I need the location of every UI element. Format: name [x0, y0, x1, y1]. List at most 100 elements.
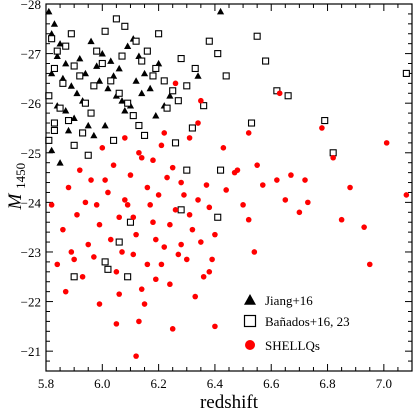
banados-point	[284, 92, 292, 100]
banados-point	[84, 151, 92, 159]
jiang16-point	[76, 54, 84, 62]
banados-point	[101, 258, 109, 266]
jiang16-point	[50, 20, 59, 27]
shellqs-point	[169, 164, 176, 171]
jiang16-point	[98, 49, 106, 57]
jiang16-point	[45, 7, 53, 15]
legend-marker-triangle	[244, 294, 256, 305]
jiang16-point	[115, 64, 123, 72]
jiang16-point	[67, 82, 75, 89]
banados-point	[135, 121, 143, 130]
banados-point	[124, 273, 132, 281]
banados-point	[200, 102, 208, 110]
banados-point	[183, 82, 191, 90]
shellqs-point	[209, 256, 215, 263]
banados-point	[152, 64, 160, 73]
jiang16-point	[48, 69, 56, 77]
shellqs-point	[366, 261, 373, 268]
shellqs-point	[153, 276, 159, 283]
banados-point	[70, 62, 78, 70]
y-tick-label: −23	[21, 245, 41, 260]
shellqs-point	[130, 214, 137, 221]
shellqs-point	[124, 202, 131, 208]
shellqs-point	[212, 231, 218, 238]
jiang16-point	[124, 42, 132, 50]
banados-point	[67, 30, 75, 38]
shellqs-point	[158, 142, 165, 149]
banados-point	[115, 238, 123, 246]
series-layer	[45, 7, 410, 359]
banados-point	[50, 64, 58, 73]
banados-point	[62, 42, 70, 50]
y-tick-label: −21	[21, 344, 41, 359]
shellqs-point	[276, 90, 283, 97]
shellqs-point	[206, 269, 213, 275]
y-tick-label: −25	[21, 146, 41, 161]
shellqs-point	[274, 177, 280, 183]
jiang16-point	[152, 111, 160, 119]
banados-point	[321, 116, 329, 125]
shellqs-point	[200, 273, 207, 280]
banados-point	[217, 166, 225, 174]
shellqs-point	[91, 254, 97, 260]
shellqs-point	[60, 226, 66, 233]
shellqs-point	[223, 187, 229, 193]
banados-point	[50, 119, 58, 127]
y-tick-label: −22	[21, 295, 41, 310]
shellqs-point	[212, 323, 218, 330]
banados-point	[132, 37, 140, 45]
banados-point	[48, 35, 56, 43]
shellqs-point	[116, 291, 122, 297]
banados-point	[149, 72, 157, 80]
shellqs-point	[161, 244, 168, 250]
shellqs-point	[136, 318, 142, 325]
jiang16-point	[53, 52, 61, 59]
shellqs-point	[186, 135, 193, 141]
shellqs-point	[195, 120, 201, 126]
jiang16-point	[73, 89, 81, 97]
y-tick-label: −27	[21, 47, 42, 62]
banados-point	[140, 131, 149, 139]
shellqs-point	[195, 197, 201, 203]
shellqs-point	[296, 209, 303, 216]
jiang16-point	[155, 59, 163, 67]
shellqs-point	[403, 192, 410, 198]
shellqs-point	[130, 251, 137, 258]
shellqs-point	[85, 241, 92, 248]
shellqs-point	[206, 204, 213, 211]
banados-point	[81, 99, 89, 107]
banados-point	[53, 47, 61, 55]
jiang16-point	[194, 72, 202, 79]
shellqs-point	[330, 154, 336, 161]
banados-point	[50, 126, 58, 135]
banados-point	[329, 149, 337, 157]
shellqs-point	[158, 261, 165, 268]
shellqs-point	[113, 269, 120, 275]
shellqs-point	[54, 261, 61, 268]
banados-point	[101, 27, 109, 35]
plot-frame	[45, 3, 413, 372]
x-tick-label: 6.0	[94, 376, 110, 391]
banados-point	[64, 116, 73, 125]
legend-label-banados: Bañados+16, 23	[265, 314, 350, 329]
shellqs-point	[110, 162, 117, 168]
jiang16-point	[104, 84, 112, 92]
shellqs-point	[319, 125, 325, 131]
jiang16-point	[87, 37, 95, 45]
shellqs-point	[133, 231, 139, 238]
shellqs-point	[175, 251, 182, 258]
legend-item-banados: Bañados+16, 23	[243, 314, 350, 329]
jiang16-point	[107, 57, 115, 64]
banados-point	[115, 89, 123, 97]
y-tick-label: −28	[21, 0, 41, 12]
jiang16-point	[81, 69, 90, 77]
banados-point	[247, 119, 256, 127]
banados-point	[169, 87, 177, 95]
banados-point	[45, 136, 53, 144]
shellqs-point	[186, 211, 193, 218]
jiang16-point	[118, 97, 126, 104]
legend-item-jiang16: Jiang+16	[244, 293, 313, 308]
shellqs-point	[150, 157, 156, 164]
banados-point	[107, 77, 115, 85]
y-axis-label: M 1450	[5, 163, 28, 211]
